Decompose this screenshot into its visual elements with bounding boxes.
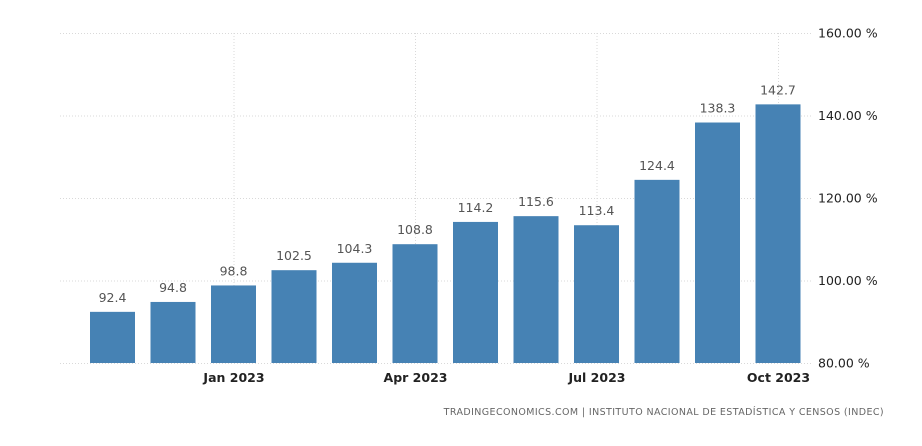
y-tick-label: 100.00 % (818, 273, 878, 288)
bar-value-label: 108.8 (397, 222, 433, 237)
bar-feb-2023 (271, 270, 317, 363)
bar-value-label: 114.2 (458, 200, 494, 215)
bar-value-label: 115.6 (518, 194, 554, 209)
x-tick-label: Jul 2023 (568, 370, 626, 385)
bar-nov-2022 (90, 311, 135, 363)
x-tick-label: Jan 2023 (202, 370, 264, 385)
y-tick-label: 120.00 % (818, 191, 878, 206)
y-tick-label: 80.00 % (818, 356, 870, 371)
bar-jul-2023 (574, 225, 619, 363)
y-tick-label: 160.00 % (818, 26, 878, 41)
y-tick-label: 140.00 % (818, 108, 878, 123)
bar-dec-2022 (150, 301, 196, 363)
bar-jan-2023 (211, 285, 256, 363)
value-labels: 92.4 94.8 98.8 102.5 104.3 108.8 114.2 115.6 113… (99, 82, 796, 304)
bar-value-label: 98.8 (220, 263, 248, 278)
bar-jun-2023 (513, 216, 559, 363)
bar-sep-2023 (695, 122, 740, 363)
y-axis-ticks: 80.00 % 100.00 % 120.00 % 140.00 % 160.00 % (818, 26, 878, 371)
bar-apr-2023 (392, 244, 438, 363)
bar-value-label: 102.5 (276, 248, 312, 263)
bar-value-label: 138.3 (700, 101, 736, 116)
x-tick-label: Apr 2023 (384, 370, 448, 385)
bar-value-label: 94.8 (159, 280, 187, 295)
bar-value-label: 124.4 (639, 158, 675, 173)
bar-value-label: 113.4 (579, 203, 615, 218)
bar-mar-2023 (332, 262, 377, 363)
x-axis-ticks: Jan 2023 Apr 2023 Jul 2023 Oct 2023 (202, 370, 810, 385)
source-attribution: TRADINGECONOMICS.COM | INSTITUTO NACIONA… (443, 407, 884, 418)
bar-value-label: 92.4 (99, 290, 127, 305)
bar-value-label: 142.7 (760, 82, 796, 97)
bar-value-label: 104.3 (337, 241, 373, 256)
x-tick-label: Oct 2023 (747, 370, 810, 385)
bars (90, 104, 801, 364)
bar-oct-2023 (755, 104, 801, 364)
bar-aug-2023 (634, 179, 680, 363)
bar-may-2023 (453, 221, 498, 363)
